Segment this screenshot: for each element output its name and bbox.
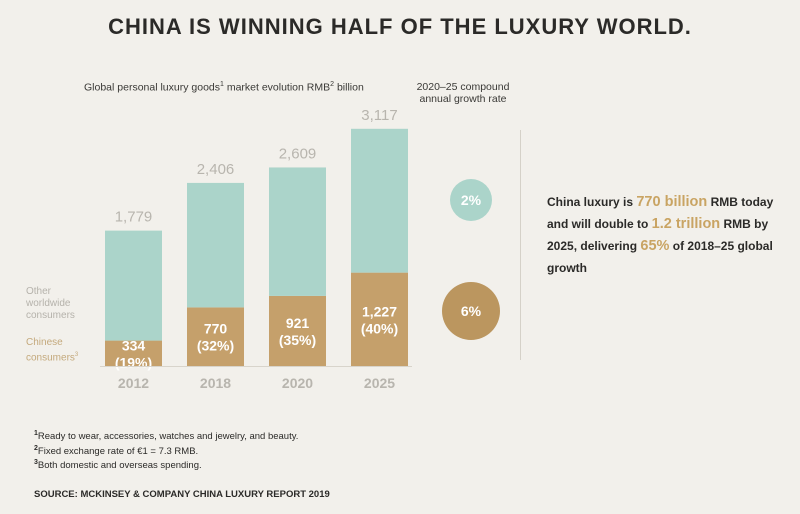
subtitle-text-c: billion [334,81,364,94]
chart-subtitle: Global personal luxury goods1 market evo… [84,81,364,94]
data-label-chinese-2020-1: 921 [286,315,310,331]
footnote-2: 2Fixed exchange rate of €1 = 7.3 RMB. [34,443,298,458]
data-label-chinese-2025-2: (40%) [361,320,398,336]
footnote-3: 3Both domestic and overseas spending. [34,457,298,472]
footnotes: 1Ready to wear, accessories, watches and… [34,428,298,472]
subtitle-sup-1: 1 [220,81,224,88]
callout-part-4: of 2018–25 global growth [547,239,773,275]
cagr-header: 2020–25 compound annual growth rate [416,81,510,105]
divider-line [520,130,521,360]
bar-other-2020 [269,167,326,296]
subtitle-sup-2: 2 [330,81,335,88]
legend-other-consumers: Other worldwide consumers [26,286,96,322]
callout-part-1: China luxury is [547,195,637,209]
legend-other-label: Other worldwide consumers [26,286,75,321]
bar-chinese-2012 [105,340,162,366]
legend-chinese-sup: 3 [74,352,79,358]
subtitle-text-b: market evolution RMB [223,81,331,94]
year-label-2018: 2018 [200,375,231,391]
total-label-2018: 2,406 [197,161,235,178]
legend-chinese-consumers: Chinese consumers3 [26,337,96,364]
total-label-2020: 2,609 [279,145,317,162]
bar-other-2012 [105,230,162,341]
footnote-3-num: 3 [34,459,38,467]
year-label-2012: 2012 [118,375,149,391]
callout-highlight-3: 65% [640,238,670,254]
bar-chinese-2018 [187,307,244,366]
legend-chinese-label: Chinese consumers [26,337,75,364]
chart-title: CHINA IS WINNING HALF OF THE LUXURY WORL… [108,14,692,39]
bar-chinese-2025 [351,272,408,366]
total-label-2025: 3,117 [361,107,397,124]
data-label-chinese-2012-2: (19%) [115,354,152,370]
data-label-chinese-2020-2: (35%) [279,332,316,348]
cagr-bubble-chinese-label: 6% [461,303,482,319]
subtitle-text-a: Global personal luxury goods [84,81,220,94]
footnote-2-text: Fixed exchange rate of €1 = 7.3 RMB. [37,445,199,457]
year-label-2020: 2020 [282,375,313,391]
cagr-bubble-other-label: 2% [461,192,482,208]
bar-other-2025 [351,128,408,273]
data-label-chinese-2025-1: 1,227 [362,303,397,319]
callout-highlight-2: 1.2 trillion [651,216,721,232]
bar-other-2018 [187,182,244,308]
year-label-2025: 2025 [364,375,395,391]
bar-chinese-2020 [269,295,326,366]
callout-text: China luxury is 770 billion RMB today an… [547,191,797,279]
footnote-1: 1Ready to wear, accessories, watches and… [34,428,298,443]
footnote-3-text: Both domestic and overseas spending. [37,460,202,472]
cagr-bubble-other [450,179,492,221]
total-label-2012: 1,779 [115,209,153,226]
data-label-chinese-2018-2: (32%) [197,338,234,354]
callout-part-3: RMB by 2025, delivering [547,217,769,253]
footnote-2-num: 2 [34,444,38,452]
data-label-chinese-2018-1: 770 [204,321,228,337]
footnote-1-text: Ready to wear, accessories, watches and … [37,431,299,443]
footnote-1-num: 1 [34,430,38,437]
callout-highlight-1: 770 billion [636,194,708,210]
callout-part-2: RMB today and will double to [547,195,774,231]
source-note: SOURCE: MCKINSEY & COMPANY CHINA LUXURY … [34,489,330,500]
data-label-chinese-2012-1: 334 [122,337,146,353]
cagr-bubble-chinese [442,282,500,340]
